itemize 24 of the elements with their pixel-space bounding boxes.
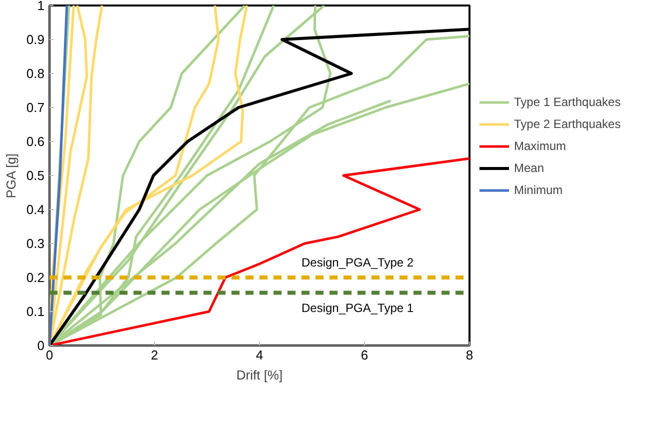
y-axis-title: PGA [g]	[3, 153, 18, 198]
x-axis-title: Drift [%]	[236, 368, 283, 382]
legend-label: Type 2 Earthquakes	[514, 117, 621, 131]
y-tick-label: 1	[37, 0, 45, 13]
ref-line-label: Design_PGA_Type 2	[302, 256, 414, 270]
x-tick-label: 4	[256, 348, 264, 362]
x-tick-label: 2	[150, 348, 158, 362]
legend-label: Mean	[514, 161, 544, 175]
legend-label: Type 1 Earthquakes	[514, 95, 621, 109]
y-tick-label: 0.4	[26, 202, 45, 217]
ref-line-label: Design_PGA_Type 1	[302, 300, 414, 315]
legend-label: Maximum	[514, 139, 566, 153]
y-tick-label: 0	[37, 338, 45, 353]
y-tick-label: 0.9	[26, 32, 45, 47]
legend-label: Minimum	[514, 183, 563, 197]
y-tick-label: 0.5	[26, 168, 45, 183]
y-tick-label: 0.7	[26, 100, 45, 115]
x-tick-label: 8	[466, 348, 474, 362]
y-tick-label: 0.3	[26, 236, 45, 251]
y-tick-label: 0.2	[26, 270, 45, 285]
y-tick-label: 0.8	[26, 66, 45, 81]
y-tick-label: 0.1	[26, 304, 45, 319]
x-tick-label: 6	[360, 348, 368, 362]
y-tick-label: 0.6	[26, 134, 45, 149]
